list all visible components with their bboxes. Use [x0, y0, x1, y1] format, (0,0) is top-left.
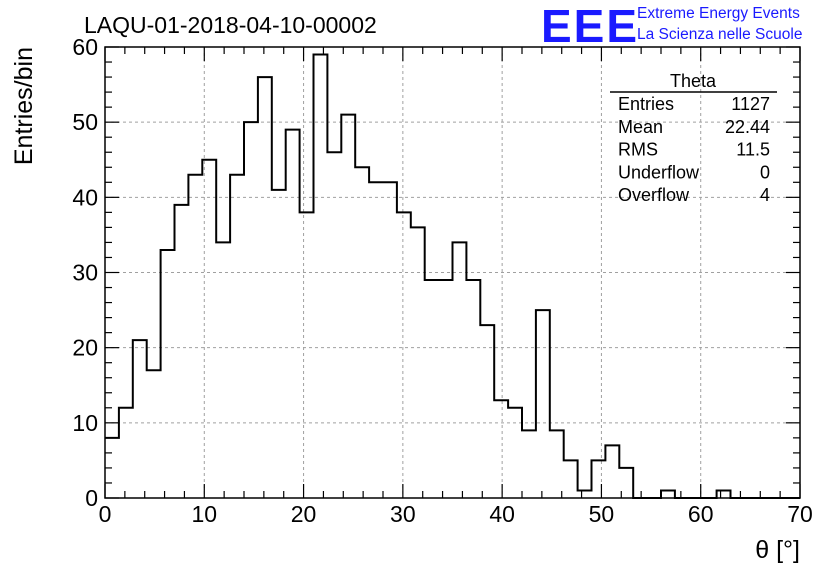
- histogram-bin: [717, 490, 731, 498]
- histogram-bin: [466, 280, 480, 498]
- chart-title: LAQU-01-2018-04-10-00002: [84, 12, 377, 38]
- histogram-bin: [564, 460, 578, 498]
- histogram-bin: [522, 430, 536, 498]
- y-tick-labels: 0 10 20 30 40 50 60: [72, 34, 98, 511]
- histogram-bin: [230, 175, 244, 498]
- x-tick-label: 60: [688, 501, 714, 527]
- logo-line-1: Extreme Energy Events: [637, 5, 800, 22]
- histogram-bin: [258, 77, 272, 498]
- stats-row-value: 22.44: [725, 117, 770, 137]
- logo-line-2: La Scienza nelle Scuole: [637, 26, 802, 43]
- stats-row-value: 1127: [731, 94, 770, 114]
- stats-row-value: 0: [760, 162, 770, 182]
- logo-mark: EEE: [541, 0, 639, 52]
- histogram-bin: [605, 445, 619, 498]
- histogram-bin: [244, 122, 258, 498]
- histogram-bin: [272, 190, 286, 498]
- x-tick-label: 70: [787, 501, 813, 527]
- x-tick-label: 10: [191, 501, 217, 527]
- histogram-bin: [508, 408, 522, 498]
- histogram-bin: [147, 370, 161, 498]
- histogram-bin: [188, 175, 202, 498]
- histogram-bin: [411, 227, 425, 498]
- y-tick-label: 40: [72, 184, 98, 210]
- y-tick-label: 0: [85, 485, 98, 511]
- stats-rows: Entries 1127 Mean 22.44 RMS 11.5 Underflow 0 Ove…: [618, 94, 770, 205]
- histogram-bin: [355, 167, 369, 498]
- histogram-bin: [536, 310, 550, 498]
- x-axis-label: θ [°]: [755, 536, 800, 564]
- histogram-bin: [592, 460, 606, 498]
- histogram-bin: [216, 242, 230, 498]
- histogram-bin: [369, 182, 383, 498]
- histogram-bin: [425, 280, 439, 498]
- histogram-bin: [480, 325, 494, 498]
- y-tick-label: 60: [72, 34, 98, 60]
- histogram-bin: [133, 340, 147, 498]
- histogram-bin: [327, 152, 341, 498]
- stats-row-label: Mean: [618, 117, 663, 137]
- stats-row-label: RMS: [618, 140, 658, 160]
- histogram-bin: [383, 182, 397, 498]
- histogram-bin: [286, 130, 300, 498]
- histogram-bin: [119, 408, 133, 498]
- histogram-bin: [161, 250, 175, 498]
- y-axis-label: Entries/bin: [10, 47, 38, 165]
- x-tick-label: 50: [589, 501, 615, 527]
- y-tick-label: 20: [72, 335, 98, 361]
- x-tick-label: 30: [390, 501, 416, 527]
- histogram-bin: [397, 212, 411, 498]
- stats-row-label: Overflow: [618, 185, 690, 205]
- histogram-bin: [314, 55, 328, 498]
- stats-box-title: Theta: [670, 71, 717, 91]
- stats-row-value: 4: [760, 185, 770, 205]
- histogram-outline: [105, 53, 800, 499]
- y-tick-label: 50: [72, 109, 98, 135]
- x-tick-labels: 0 10 20 30 40 50 60 70: [99, 501, 813, 527]
- stats-row-label: Entries: [618, 94, 674, 114]
- stats-row-value: 11.5: [736, 140, 770, 160]
- histogram-bin: [300, 212, 314, 498]
- histogram-bin: [494, 400, 508, 498]
- axis-ticks: [104, 46, 801, 499]
- eee-logo: EEE Extreme Energy Events La Scienza nel…: [541, 0, 802, 52]
- histogram-bin: [453, 242, 467, 498]
- histogram-bin: [175, 205, 189, 498]
- y-tick-label: 30: [72, 260, 98, 286]
- x-tick-label: 40: [489, 501, 515, 527]
- histogram: [105, 53, 800, 499]
- grid: [105, 47, 800, 498]
- y-tick-label: 10: [72, 410, 98, 436]
- histogram-bin: [439, 280, 453, 498]
- stats-box: Theta Entries 1127 Mean 22.44 RMS 11.5 Underfl…: [610, 71, 777, 205]
- x-tick-label: 0: [99, 501, 112, 527]
- x-tick-label: 20: [291, 501, 317, 527]
- stats-row-label: Underflow: [618, 162, 700, 182]
- histogram-bin: [661, 490, 675, 498]
- histogram-bin: [341, 115, 355, 498]
- histogram-bin: [578, 490, 592, 498]
- histogram-bin: [550, 430, 564, 498]
